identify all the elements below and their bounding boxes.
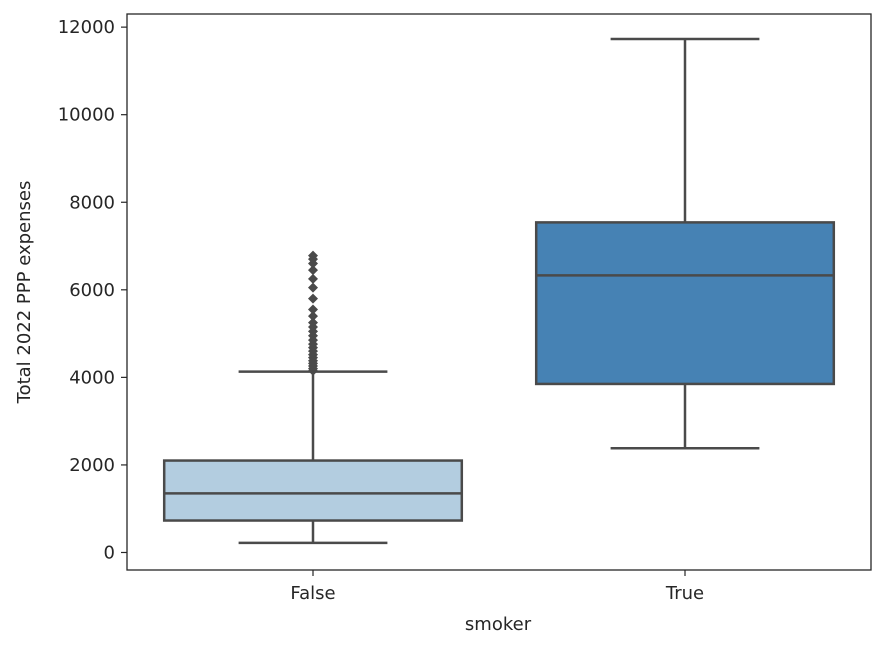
y-tick-label: 2000 bbox=[69, 455, 115, 476]
plot-frame bbox=[126, 13, 872, 571]
outlier-point bbox=[308, 250, 318, 261]
y-tick-label: 6000 bbox=[69, 280, 115, 301]
plot-area bbox=[162, 37, 836, 545]
x-axis-label: smoker bbox=[465, 614, 532, 635]
y-tick-label: 8000 bbox=[69, 192, 115, 213]
box-group-true bbox=[534, 37, 836, 450]
box-iqr bbox=[162, 459, 464, 522]
y-tick-label: 4000 bbox=[69, 367, 115, 388]
outlier-point bbox=[308, 273, 318, 284]
y-tick-label: 12000 bbox=[58, 17, 115, 38]
outlier-point bbox=[308, 317, 318, 328]
outlier-point bbox=[308, 293, 318, 304]
y-tick-label: 10000 bbox=[58, 105, 115, 126]
outlier-point bbox=[308, 265, 318, 276]
y-tick-label: 0 bbox=[104, 542, 115, 563]
y-axis: 0 2000 4000 6000 8000 10000 12000 bbox=[58, 17, 127, 563]
x-tick-label: False bbox=[290, 583, 335, 604]
x-axis: False True bbox=[290, 570, 704, 604]
outlier-point bbox=[308, 311, 318, 322]
y-axis-label: Total 2022 PPP expenses bbox=[14, 181, 35, 405]
x-tick-label: True bbox=[665, 583, 704, 604]
box-group-false bbox=[162, 250, 464, 545]
outlier-point bbox=[308, 304, 318, 315]
outlier-point bbox=[308, 282, 318, 293]
box-iqr bbox=[534, 221, 836, 386]
